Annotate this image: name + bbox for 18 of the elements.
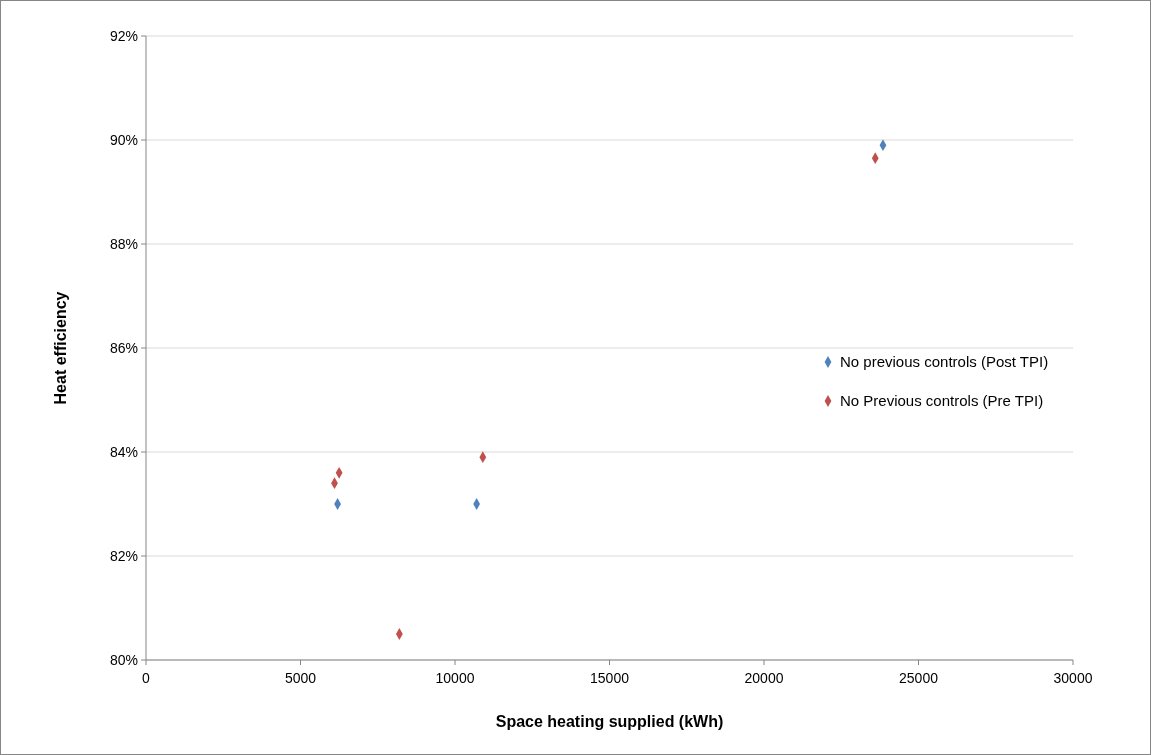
y-tick-label: 82%	[109, 548, 138, 564]
y-tick-label: 80%	[109, 652, 138, 668]
x-tick-label: 0	[142, 670, 151, 686]
x-tick-label: 5000	[284, 670, 317, 686]
y-tick-label: 84%	[109, 444, 138, 460]
y-tick-label: 88%	[109, 236, 138, 252]
x-tick-label: 20000	[744, 670, 784, 686]
y-tick-label: 92%	[109, 28, 138, 44]
y-tick-label: 86%	[109, 340, 138, 356]
legend-label: No Previous controls (Pre TPI)	[840, 392, 1044, 409]
x-axis-title: Space heating supplied (kWh)	[495, 713, 724, 730]
y-axis-title: Heat efficiency	[52, 291, 69, 405]
x-tick-label: 25000	[899, 670, 939, 686]
x-tick-label: 15000	[590, 670, 630, 686]
x-tick-label: 10000	[435, 670, 475, 686]
x-tick-label: 30000	[1053, 670, 1093, 686]
legend-label: No previous controls (Post TPI)	[840, 353, 1049, 370]
y-tick-label: 90%	[109, 132, 138, 148]
